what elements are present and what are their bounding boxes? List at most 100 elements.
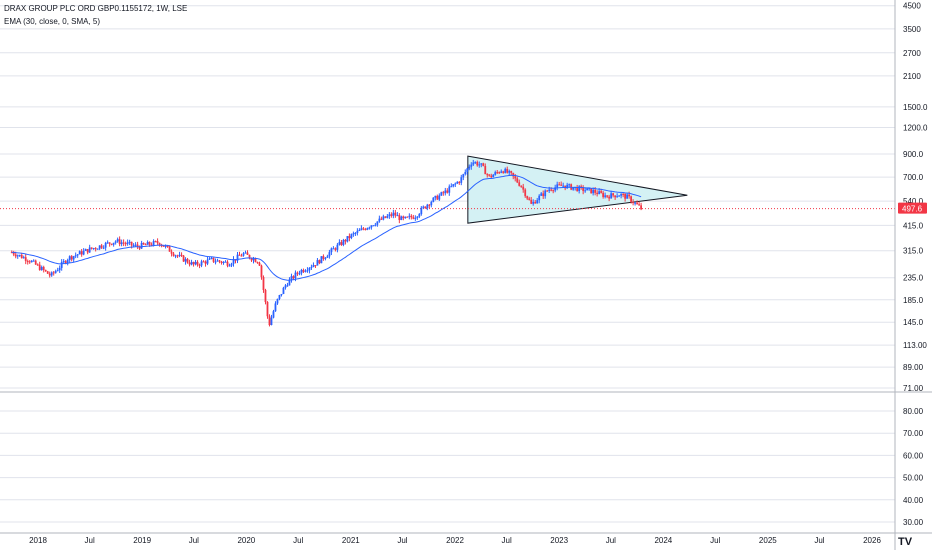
candle-body — [60, 261, 63, 268]
candle-body — [188, 262, 191, 265]
candle-body — [144, 244, 147, 246]
candle-body — [476, 162, 479, 166]
candle-body — [214, 261, 217, 263]
candle-body — [402, 216, 405, 219]
candle-body — [360, 228, 363, 231]
candle-body — [78, 251, 81, 255]
lower-pane-axis[interactable]: 80.00 70.00 60.00 50.00 40.00 30.00 — [903, 407, 924, 527]
candle-body — [552, 190, 555, 192]
candle-body — [372, 225, 375, 227]
candle-body — [606, 195, 609, 197]
candle-body — [418, 214, 421, 217]
candle-body — [582, 186, 585, 191]
symbol-title[interactable]: DRAX GROUP PLC ORD GBP0.1155172, 1W, LSE — [4, 4, 188, 13]
candle-body — [298, 273, 301, 275]
last-price-tag — [898, 202, 927, 214]
candle-body — [194, 261, 197, 265]
candle-body — [142, 242, 145, 245]
time-axis[interactable]: 2018 Jul 2019 Jul 2020 Jul 2021 Jul 2022 Jul 2023 J… — [29, 536, 881, 545]
candle-body — [548, 189, 551, 192]
candle-body — [292, 276, 295, 279]
candle-body — [304, 270, 307, 272]
candle-body — [170, 251, 173, 254]
candle-body — [412, 217, 415, 219]
candle-body — [254, 258, 257, 263]
candle-body — [374, 224, 377, 226]
candle-body — [572, 187, 575, 190]
lower-tick-label: 50.00 — [903, 474, 924, 483]
candle-body — [16, 255, 19, 257]
price-tick-label: 700.0 — [903, 173, 924, 182]
candle-body — [506, 168, 509, 173]
candle-body — [464, 171, 467, 175]
candle-body — [388, 214, 391, 217]
time-tick-label: 2022 — [446, 536, 464, 545]
candle-body — [154, 241, 157, 243]
candle-body — [534, 201, 537, 204]
candle-body — [126, 242, 129, 244]
candle-body — [114, 241, 117, 243]
candle-body — [354, 232, 357, 234]
candle-body — [362, 228, 365, 230]
candle-body — [344, 239, 347, 242]
time-tick-label: Jul — [606, 536, 616, 545]
candle-body — [394, 212, 397, 216]
candle-body — [474, 162, 477, 164]
candle-body — [486, 174, 489, 176]
candle-body — [382, 216, 385, 220]
price-tick-label: 415.0 — [903, 221, 924, 230]
candle-body — [328, 252, 331, 257]
candle-body — [318, 260, 321, 264]
candle-body — [320, 256, 323, 264]
price-tick-label: 113.00 — [903, 341, 927, 350]
candle-body — [592, 189, 595, 194]
candle-body — [148, 241, 151, 245]
price-tick-label: 315.0 — [903, 247, 924, 256]
candle-body — [138, 246, 141, 249]
price-axis[interactable]: 4500 3500 2700 2100 1500.0 1200.0 900.0 700.0 54… — [903, 2, 928, 393]
candle-body — [62, 261, 65, 263]
candle-body — [84, 249, 87, 251]
candle-body — [596, 192, 599, 195]
candle-body — [162, 245, 165, 247]
candle-body — [74, 255, 77, 257]
candle-body — [232, 259, 235, 264]
candle-body — [510, 171, 513, 173]
price-tick-label: 4500 — [903, 2, 921, 11]
candle-body — [40, 267, 43, 271]
candle-body — [514, 176, 517, 179]
time-tick-label: 2023 — [550, 536, 568, 545]
candle-body — [324, 257, 327, 259]
candle-body — [98, 245, 101, 249]
tradingview-logo[interactable]: TV — [898, 536, 913, 548]
candle-body — [186, 259, 189, 263]
candle-body — [616, 196, 619, 198]
candle-body — [300, 269, 303, 274]
candle-body — [32, 260, 35, 262]
candle-body — [282, 287, 285, 294]
candle-body — [526, 196, 529, 199]
price-tick-label: 2700 — [903, 49, 921, 58]
candle-body — [28, 261, 31, 263]
time-tick-label: 2021 — [342, 536, 360, 545]
candle-body — [532, 201, 535, 204]
candle-body — [422, 206, 425, 208]
candle-body — [134, 244, 137, 246]
time-tick-label: 2024 — [654, 536, 672, 545]
candle-body — [626, 194, 629, 199]
candle-body — [36, 264, 39, 266]
candle-body — [106, 242, 109, 244]
ema-indicator-label[interactable]: EMA (30, close, 0, SMA, 5) — [4, 17, 101, 26]
candle-body — [438, 195, 441, 200]
candle-body — [158, 243, 161, 246]
price-tick-label: 1200.0 — [903, 123, 928, 132]
candle-body — [206, 259, 209, 264]
candle-body — [556, 184, 559, 188]
candle-body — [634, 202, 637, 204]
candle-body — [210, 257, 213, 259]
candle-body — [524, 189, 527, 197]
candle-body — [446, 190, 449, 193]
candle-body — [334, 248, 337, 250]
candle-body — [46, 271, 49, 274]
